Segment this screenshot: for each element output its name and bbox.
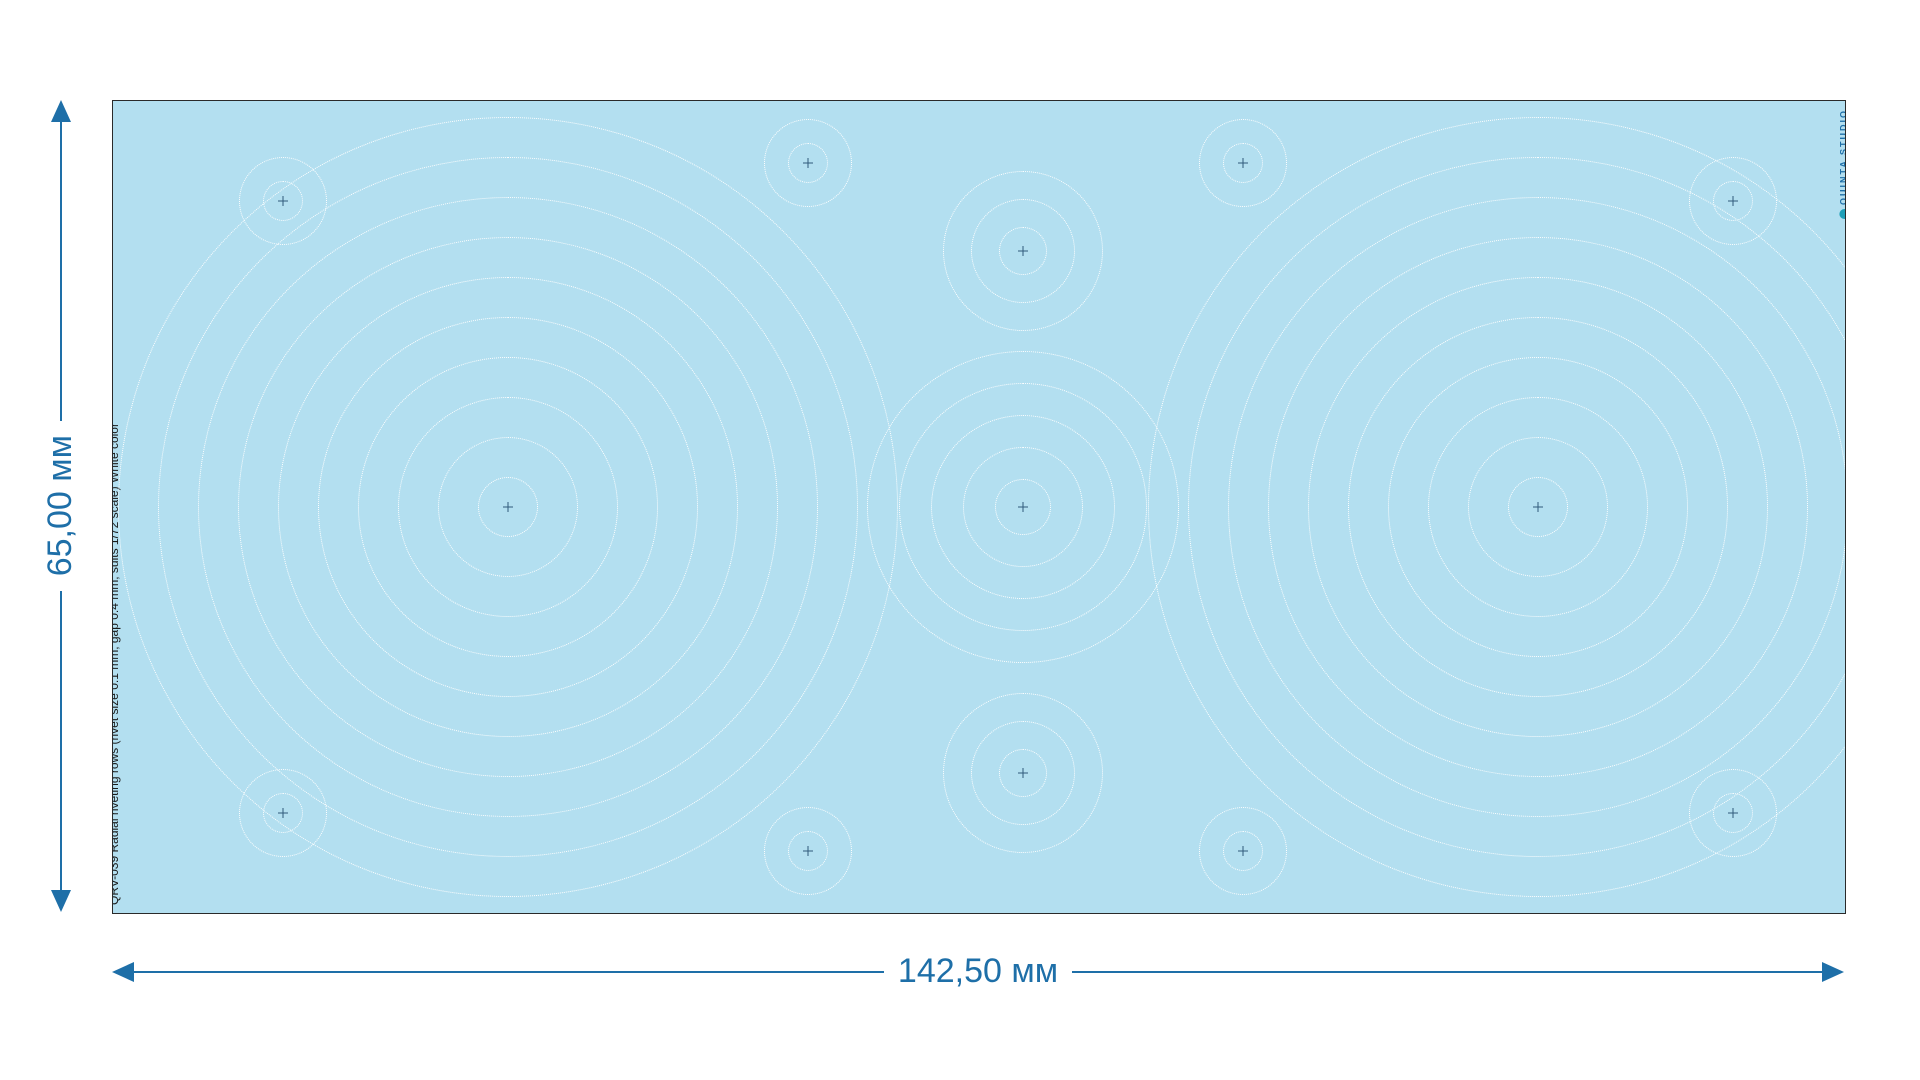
center-cross-icon [803, 846, 813, 856]
arrow-down-icon [51, 890, 71, 912]
arrow-up-icon [51, 100, 71, 122]
stage: QRV-039 Radial riveting rows (rivet size… [0, 0, 1920, 1080]
center-cross-icon [1018, 768, 1028, 778]
dimension-height: 65,00 мм [41, 100, 80, 912]
brand-icon [1839, 209, 1846, 219]
center-cross-icon [1728, 808, 1738, 818]
dim-line [60, 591, 62, 890]
center-cross-icon [1018, 246, 1028, 256]
center-cross-icon [1238, 846, 1248, 856]
brand-text: QUINTA STUDIO [1838, 109, 1846, 205]
dim-height-label: 65,00 мм [41, 421, 80, 590]
center-cross-icon [1728, 196, 1738, 206]
dim-line [134, 971, 884, 973]
center-cross-icon [1238, 158, 1248, 168]
center-cross-icon [503, 502, 513, 512]
center-cross-icon [803, 158, 813, 168]
arrow-left-icon [112, 962, 134, 982]
center-cross-icon [278, 196, 288, 206]
brand-label: QUINTA STUDIO [1838, 109, 1846, 219]
dim-line [60, 122, 62, 421]
center-cross-icon [1018, 502, 1028, 512]
dim-line [1072, 971, 1822, 973]
arrow-right-icon [1822, 962, 1844, 982]
dimension-width: 142,50 мм [112, 952, 1844, 991]
center-cross-icon [278, 808, 288, 818]
decal-sheet: QRV-039 Radial riveting rows (rivet size… [112, 100, 1846, 914]
center-cross-icon [1533, 502, 1543, 512]
dim-width-label: 142,50 мм [884, 952, 1072, 991]
